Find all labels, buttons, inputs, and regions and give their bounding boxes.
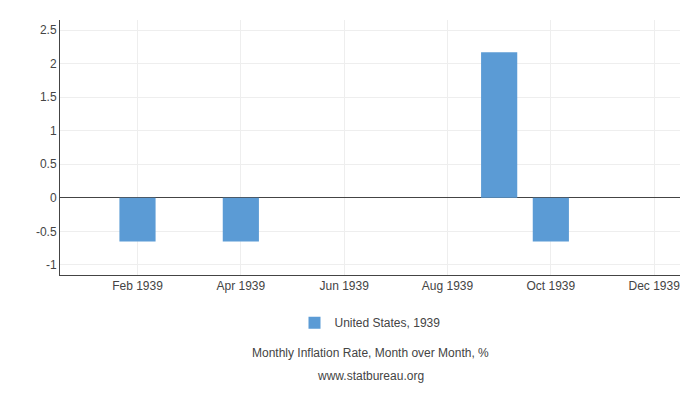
svg-text:Aug 1939: Aug 1939 [422,279,474,293]
svg-text:0.5: 0.5 [40,157,57,171]
svg-text:0: 0 [50,191,57,205]
svg-text:1.5: 1.5 [40,90,57,104]
svg-text:Apr 1939: Apr 1939 [216,279,265,293]
svg-text:-1: -1 [46,258,57,272]
svg-text:2: 2 [50,57,57,71]
svg-text:1: 1 [50,124,57,138]
svg-text:-0.5: -0.5 [36,225,57,239]
svg-text:www.statbureau.org: www.statbureau.org [317,369,424,383]
svg-text:Dec 1939: Dec 1939 [628,279,680,293]
svg-text:Oct 1939: Oct 1939 [526,279,575,293]
svg-text:2.5: 2.5 [40,23,57,37]
svg-text:Monthly Inflation Rate, Month: Monthly Inflation Rate, Month over Month… [252,346,489,360]
svg-text:United States, 1939: United States, 1939 [335,316,441,330]
svg-text:Jun 1939: Jun 1939 [319,279,369,293]
svg-text:Feb 1939: Feb 1939 [112,279,163,293]
